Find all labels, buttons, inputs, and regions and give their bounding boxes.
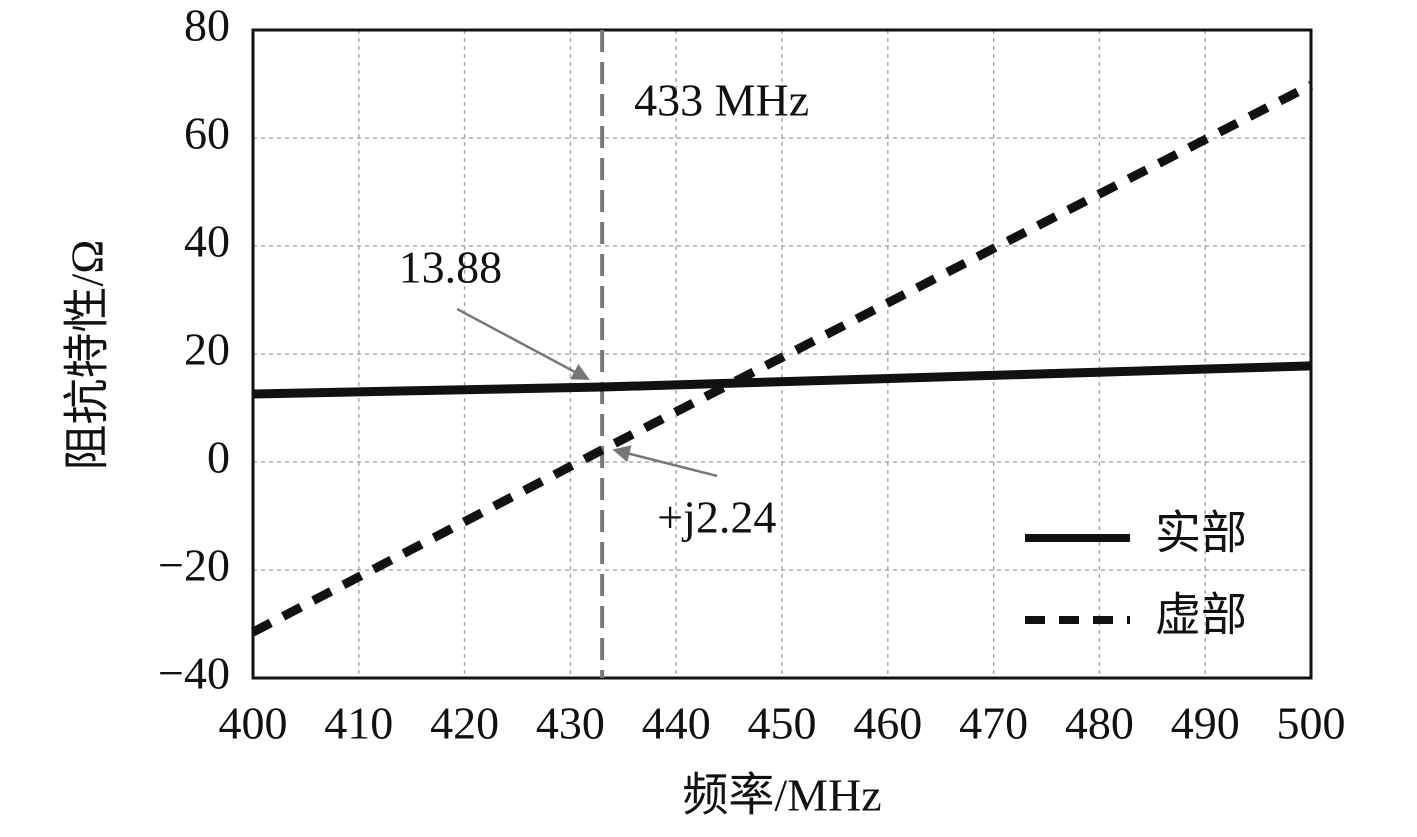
x-tick-label: 480 xyxy=(1065,698,1134,749)
legend-label: 实部 xyxy=(1155,508,1247,559)
x-tick-label: 460 xyxy=(853,698,922,749)
y-tick-label: 40 xyxy=(184,216,230,267)
x-tick-label: 410 xyxy=(324,698,393,749)
x-axis-label: 频率/MHz xyxy=(682,770,881,821)
annotation-arrow xyxy=(612,445,718,478)
series-line xyxy=(250,81,1314,637)
x-tick-label: 420 xyxy=(430,698,499,749)
annotation: 13.88 xyxy=(399,242,503,293)
y-axis-label: 阻抗特性/Ω xyxy=(62,240,113,471)
marker-label: 433 MHz xyxy=(634,75,809,126)
x-tick-label: 490 xyxy=(1171,698,1240,749)
y-tick-label: −40 xyxy=(158,648,230,699)
x-tick-label: 430 xyxy=(536,698,605,749)
y-tick-label: 0 xyxy=(207,432,230,483)
x-tick-label: 500 xyxy=(1277,698,1346,749)
x-tick-label: 400 xyxy=(219,698,288,749)
y-tick-label: 80 xyxy=(184,0,230,51)
x-tick-label: 470 xyxy=(959,698,1028,749)
annotation-arrow xyxy=(456,307,590,381)
y-tick-label: 60 xyxy=(184,108,230,159)
x-tick-label: 450 xyxy=(748,698,817,749)
y-tick-label: −20 xyxy=(158,540,230,591)
legend-label: 虚部 xyxy=(1155,590,1247,641)
annotation: +j2.24 xyxy=(657,491,776,542)
y-tick-label: 20 xyxy=(184,324,230,375)
plot-frame xyxy=(251,28,1313,680)
x-tick-label: 440 xyxy=(642,698,711,749)
series-line xyxy=(252,361,1312,399)
